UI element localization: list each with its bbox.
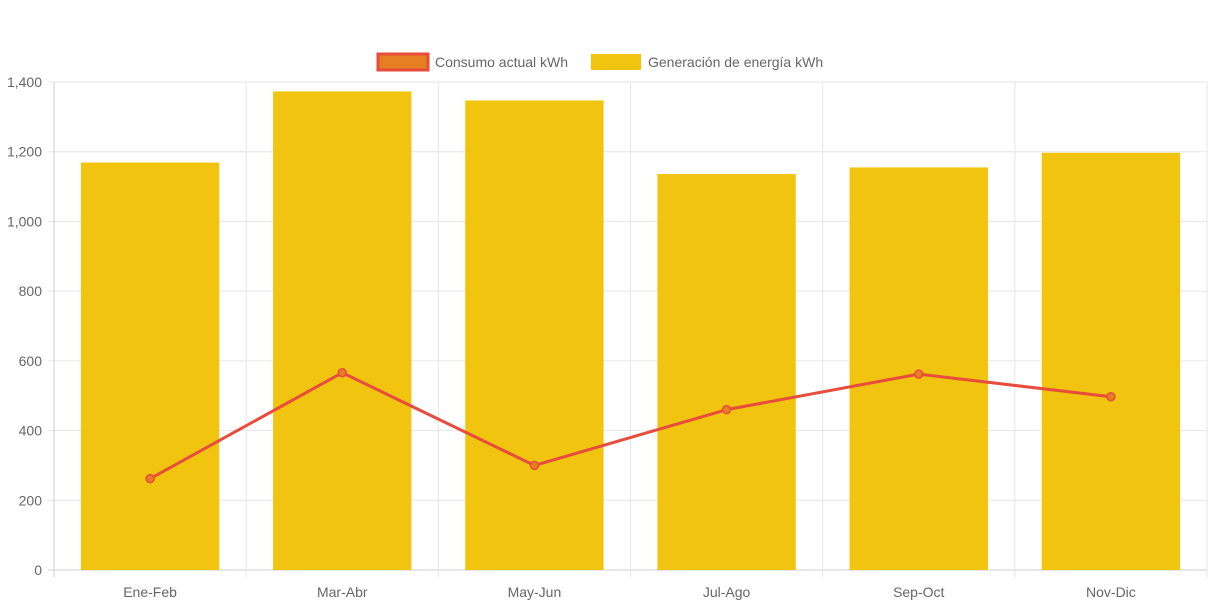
point-consumo[interactable] [529,460,540,471]
point-consumo[interactable] [1106,392,1116,402]
x-axis: Ene-Feb Mar-Abr May-Jun Jul-Ago Sep-Oct Nov-D… [123,584,1136,600]
legend-swatch-generacion[interactable] [591,54,641,70]
line-consumo [149,371,1112,480]
legend-swatch-consumo[interactable] [376,52,430,72]
bar-generacion[interactable] [465,100,604,570]
y-tick-label: 1,200 [7,144,42,160]
legend-label-consumo[interactable]: Consumo actual kWh [435,54,568,70]
y-tick-label: 1,400 [7,74,42,90]
legend-label-generacion[interactable]: Generación de energía kWh [648,54,823,70]
point-consumo[interactable] [721,404,732,415]
point-consumo[interactable] [914,369,924,379]
y-axis: 0 200 400 600 800 1,000 1,200 1,400 [7,74,42,578]
x-tick-label: Jul-Ago [703,584,751,600]
y-tick-label: 600 [19,353,43,369]
x-tick-label: Nov-Dic [1086,584,1136,600]
line-series-consumo [145,367,1116,484]
bar-generacion[interactable] [80,162,220,570]
x-tick-label: Sep-Oct [893,584,944,600]
x-tick-label: Ene-Feb [123,584,177,600]
point-consumo[interactable] [145,473,155,484]
grid-lines [48,81,1208,577]
point-consumo[interactable] [337,367,347,378]
legend: Consumo actual kWh Generación de energía… [376,52,823,72]
bar-generacion[interactable] [657,174,796,570]
y-tick-label: 200 [19,492,43,508]
bar-generacion[interactable] [1041,152,1181,570]
y-tick-label: 0 [34,562,42,578]
bar-generacion[interactable] [849,167,988,570]
y-tick-label: 1,000 [7,213,42,229]
bar-series-generacion [80,91,1181,570]
x-tick-label: Mar-Abr [317,584,368,600]
x-tick-label: May-Jun [508,584,562,600]
y-tick-label: 400 [19,423,43,439]
bar-generacion[interactable] [273,91,412,570]
y-tick-label: 800 [19,283,43,299]
